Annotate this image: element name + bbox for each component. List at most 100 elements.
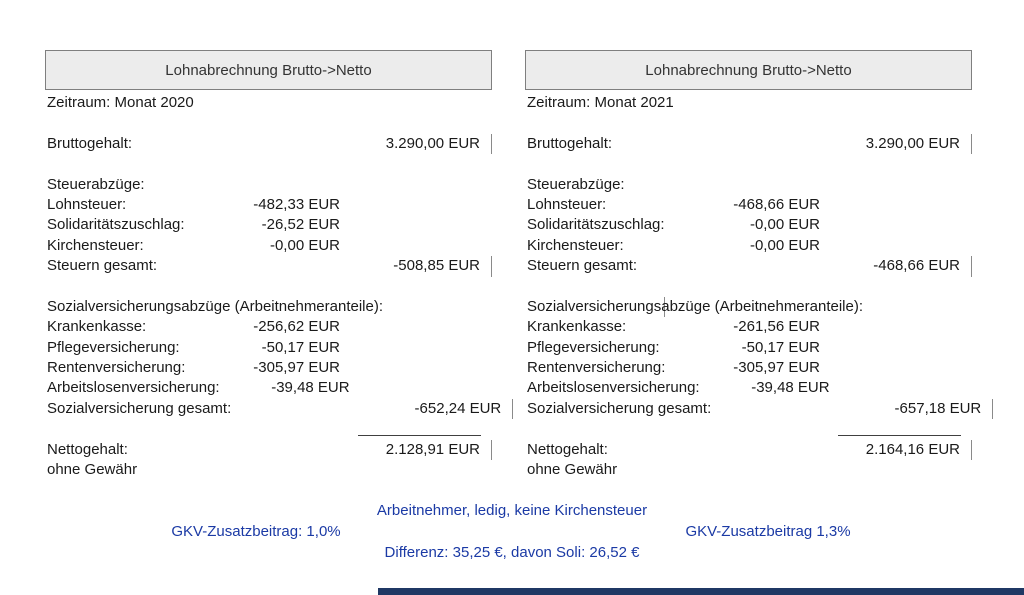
social-row-value: -256,62 EUR <box>253 318 340 336</box>
social-total-value: -652,24 EUR <box>361 398 514 420</box>
social-row-label: Rentenversicherung: <box>47 359 186 377</box>
social-section-label: Sozialversicherungsabzüge (Arbeitnehmera… <box>527 297 864 315</box>
footer-gkv-2020: GKV-Zusatzbeitrag: 1,0% <box>171 523 341 540</box>
net-row: Nettogehalt: 2.164,16 EUR <box>525 439 972 461</box>
social-row-label: Krankenkasse: <box>47 318 147 336</box>
sum-line-row <box>525 419 972 439</box>
tax-total-label: Steuern gesamt: <box>47 257 158 275</box>
tax-row-label: Lohnsteuer: <box>527 195 607 213</box>
sum-line <box>838 419 961 436</box>
footer-line-gkv: GKV-Zusatzbeitrag: 1,0% GKV-Zusatzbeitra… <box>0 521 1024 542</box>
social-row-label: Arbeitslosenversicherung: <box>47 379 220 397</box>
social-row: Pflegeversicherung: -50,17 EUR <box>45 338 492 358</box>
social-total-value: -657,18 EUR <box>841 398 994 420</box>
social-section-row: Sozialversicherungsabzüge (Arbeitnehmera… <box>525 297 972 317</box>
social-row-label: Rentenversicherung: <box>527 359 666 377</box>
disclaimer-row: ohne Gewähr <box>45 460 492 480</box>
spacer-row <box>45 277 492 297</box>
tax-section-label: Steuerabzüge: <box>47 175 145 193</box>
social-row-value: -39,48 EUR <box>751 379 830 397</box>
gross-value: 3.290,00 EUR <box>340 133 492 155</box>
tax-section-row: Steuerabzüge: <box>45 175 492 195</box>
net-row: Nettogehalt: 2.128,91 EUR <box>45 439 492 461</box>
gross-label: Bruttogehalt: <box>47 134 133 152</box>
social-row-value: -305,97 EUR <box>253 359 340 377</box>
panel-header: Lohnabrechnung Brutto->Netto <box>525 50 972 90</box>
tax-row: Lohnsteuer: -468,66 EUR <box>525 195 972 215</box>
spacer-row <box>45 113 492 133</box>
tax-row-label: Solidaritätszuschlag: <box>47 216 185 234</box>
panel-header: Lohnabrechnung Brutto->Netto <box>45 50 492 90</box>
disclaimer-label: ohne Gewähr <box>47 461 138 479</box>
tax-row-label: Lohnsteuer: <box>47 195 127 213</box>
spacer-row <box>525 154 972 174</box>
tax-row: Kirchensteuer: -0,00 EUR <box>45 236 492 256</box>
social-section-label: Sozialversicherungsabzüge (Arbeitnehmera… <box>47 297 384 315</box>
payroll-panel-2021: Lohnabrechnung Brutto->Netto Zeitraum: M… <box>525 50 994 480</box>
tax-row-value: -0,00 EUR <box>749 236 820 254</box>
panel-title: Lohnabrechnung Brutto->Netto <box>645 61 852 79</box>
tax-row-label: Solidaritätszuschlag: <box>527 216 665 234</box>
sum-line <box>358 419 481 436</box>
tax-row-value: -0,00 EUR <box>269 236 340 254</box>
social-row: Pflegeversicherung: -50,17 EUR <box>525 338 972 358</box>
gross-row: Bruttogehalt: 3.290,00 EUR <box>45 133 492 155</box>
net-label: Nettogehalt: <box>527 440 608 458</box>
sum-line-row <box>45 419 492 439</box>
social-total-label: Sozialversicherung gesamt: <box>527 399 712 417</box>
gross-value: 3.290,00 EUR <box>820 133 972 155</box>
social-row: Arbeitslosenversicherung: -39,48 EUR <box>45 378 492 398</box>
bottom-bar <box>378 588 1024 595</box>
tax-total-label: Steuern gesamt: <box>527 257 638 275</box>
social-row-label: Krankenkasse: <box>527 318 627 336</box>
social-row-value: -261,56 EUR <box>733 318 820 336</box>
tax-row-label: Kirchensteuer: <box>527 236 624 254</box>
social-row-value: -39,48 EUR <box>271 379 350 397</box>
tax-total-value: -468,66 EUR <box>820 256 972 277</box>
social-row-label: Pflegeversicherung: <box>527 338 660 356</box>
tax-row-value: -26,52 EUR <box>261 216 340 234</box>
social-row-value: -305,97 EUR <box>733 359 820 377</box>
tax-row: Lohnsteuer: -482,33 EUR <box>45 195 492 215</box>
disclaimer-row: ohne Gewähr <box>525 460 972 480</box>
panel-title: Lohnabrechnung Brutto->Netto <box>165 61 372 79</box>
period-label: Zeitraum: Monat 2020 <box>47 94 194 111</box>
tax-section-row: Steuerabzüge: <box>525 175 972 195</box>
tax-row: Kirchensteuer: -0,00 EUR <box>525 236 972 256</box>
panel-body: Zeitraum: Monat 2021 Bruttogehalt: 3.290… <box>525 90 994 480</box>
social-row: Rentenversicherung: -305,97 EUR <box>525 358 972 378</box>
tax-total-value: -508,85 EUR <box>340 256 492 277</box>
footer-line-employee: Arbeitnehmer, ledig, keine Kirchensteuer <box>376 502 648 519</box>
footer-notes: Arbeitnehmer, ledig, keine Kirchensteuer… <box>0 500 1024 563</box>
social-row-label: Arbeitslosenversicherung: <box>527 379 700 397</box>
net-label: Nettogehalt: <box>47 440 128 458</box>
tax-row-value: -482,33 EUR <box>253 195 340 213</box>
period-label: Zeitraum: Monat 2021 <box>527 94 674 111</box>
gross-label: Bruttogehalt: <box>527 134 613 152</box>
tax-total-row: Steuern gesamt: -468,66 EUR <box>525 256 972 277</box>
net-value: 2.128,91 EUR <box>340 439 492 461</box>
social-row: Arbeitslosenversicherung: -39,48 EUR <box>525 378 972 398</box>
tax-total-row: Steuern gesamt: -508,85 EUR <box>45 256 492 277</box>
tax-row-label: Kirchensteuer: <box>47 236 144 254</box>
social-row-label: Pflegeversicherung: <box>47 338 180 356</box>
spacer-row <box>525 113 972 133</box>
footer-line-difference: Differenz: 35,25 €, davon Soli: 26,52 € <box>384 544 640 561</box>
period-row: Zeitraum: Monat 2021 <box>525 93 972 113</box>
net-value: 2.164,16 EUR <box>820 439 972 461</box>
tax-row: Solidaritätszuschlag: -0,00 EUR <box>525 215 972 235</box>
spacer-row <box>45 154 492 174</box>
footer-gkv-2021: GKV-Zusatzbeitrag 1,3% <box>685 523 851 540</box>
social-row-value: -50,17 EUR <box>741 338 820 356</box>
social-row: Krankenkasse: -261,56 EUR <box>525 317 972 337</box>
social-row-value: -50,17 EUR <box>261 338 340 356</box>
tax-row: Solidaritätszuschlag: -26,52 EUR <box>45 215 492 235</box>
gross-row: Bruttogehalt: 3.290,00 EUR <box>525 133 972 155</box>
payroll-panel-2020: Lohnabrechnung Brutto->Netto Zeitraum: M… <box>45 50 666 480</box>
period-row: Zeitraum: Monat 2020 <box>45 93 492 113</box>
social-row: Krankenkasse: -256,62 EUR <box>45 317 492 337</box>
social-row: Rentenversicherung: -305,97 EUR <box>45 358 492 378</box>
panel-body: Zeitraum: Monat 2020 Bruttogehalt: 3.290… <box>45 90 666 480</box>
spacer-row <box>525 277 972 297</box>
social-section-row: Sozialversicherungsabzüge (Arbeitnehmera… <box>45 296 666 318</box>
